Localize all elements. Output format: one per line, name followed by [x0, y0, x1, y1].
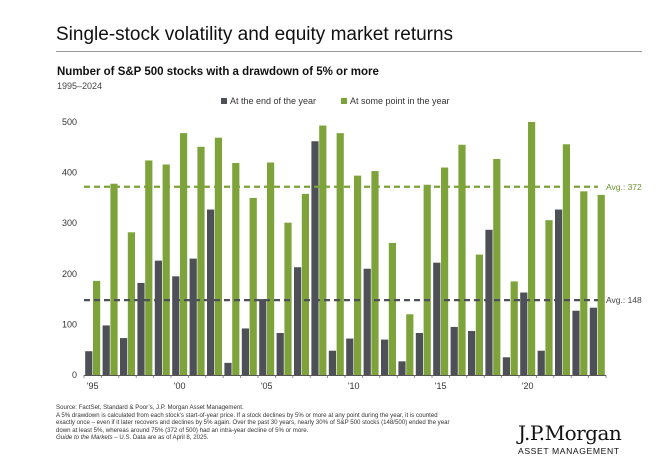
bar-end-of-year	[555, 209, 563, 375]
bar-end-of-year	[294, 267, 302, 375]
x-tick-label: '20	[522, 381, 534, 391]
source-note: Source: FactSet, Standard & Poor’s, J.P.…	[56, 404, 244, 411]
x-axis: '95 '00 '05 '10 '15 '20	[83, 375, 607, 391]
logo-subtitle: ASSET MANAGEMENT	[518, 446, 620, 456]
bar-end-of-year	[346, 338, 354, 375]
bar-end-of-year	[485, 229, 493, 375]
bar-end-of-year	[172, 276, 180, 375]
bar-intra-year	[354, 175, 362, 375]
average-lines: Avg.: 372 Avg.: 148	[84, 182, 642, 305]
bar-end-of-year	[450, 326, 458, 375]
bar-intra-year	[406, 314, 414, 375]
guide-note: Guide to the Markets – U.S. Data are as …	[56, 434, 476, 442]
footnotes: Source: FactSet, Standard & Poor’s, J.P.…	[56, 404, 476, 442]
y-tick-label: 0	[72, 370, 77, 380]
bar-end-of-year	[537, 350, 545, 375]
bar-intra-year	[110, 183, 118, 375]
bar-end-of-year	[154, 260, 162, 375]
bar-end-of-year	[520, 292, 528, 375]
bar-intra-year	[336, 133, 344, 375]
bar-intra-year	[510, 281, 518, 375]
methodology-note-line-2: exactly once – even if it later recovers…	[56, 419, 450, 426]
guide-name: Guide to the Markets	[56, 434, 113, 441]
bar-intra-year	[423, 184, 431, 375]
bar-intra-year	[388, 242, 396, 375]
page-title: Single-stock volatility and equity marke…	[56, 24, 454, 45]
bar-intra-year	[371, 171, 379, 375]
y-tick-label: 500	[62, 117, 77, 127]
bar-intra-year	[301, 193, 309, 375]
bar-end-of-year	[433, 262, 441, 375]
bar-end-of-year	[137, 282, 145, 375]
bar-intra-year	[580, 191, 588, 375]
bar-end-of-year	[589, 307, 597, 375]
chart-title: Number of S&P 500 stocks with a drawdown…	[57, 66, 379, 78]
bar-intra-year	[127, 232, 135, 375]
bar-end-of-year	[276, 333, 284, 375]
bar-intra-year	[319, 125, 327, 375]
bar-intra-year	[214, 137, 222, 375]
bar-intra-year	[284, 222, 292, 375]
guide-date: – U.S. Data are as of April 8, 2025.	[112, 434, 209, 441]
bar-end-of-year	[102, 325, 110, 375]
bar-end-of-year	[224, 362, 232, 375]
bar-end-of-year	[381, 339, 389, 375]
bar-series	[85, 122, 605, 375]
x-tick-label: '05	[261, 381, 273, 391]
methodology-note-line-3: down at least 5%, whereas around 75% (37…	[56, 426, 309, 434]
methodology-note-line-1: A 5% drawdown is calculated from each st…	[56, 411, 438, 419]
bar-intra-year	[562, 144, 570, 375]
y-tick-label: 200	[62, 269, 77, 279]
bar-end-of-year	[363, 268, 371, 375]
chart-legend: At the end of the year At some point in t…	[221, 96, 450, 106]
x-tick-label: '95	[87, 381, 99, 391]
bar-end-of-year	[572, 310, 580, 375]
bar-intra-year	[249, 197, 257, 375]
bar-intra-year	[441, 167, 449, 375]
y-tick-label: 100	[62, 319, 77, 329]
legend-swatch-intra-year	[341, 98, 347, 104]
chart-subtitle: 1995–2024	[57, 81, 103, 91]
bar-end-of-year	[241, 328, 249, 375]
legend-label-end-of-year: At the end of the year	[230, 96, 316, 106]
average-label-end-of-year: Avg.: 148	[606, 295, 642, 305]
bar-intra-year	[93, 280, 101, 375]
bar-intra-year	[232, 162, 240, 375]
x-tick-label: '10	[348, 381, 360, 391]
bar-end-of-year	[415, 333, 423, 375]
legend-label-intra-year: At some point in the year	[350, 96, 450, 106]
bar-intra-year	[458, 144, 466, 375]
x-tick-label: '00	[174, 381, 186, 391]
bar-end-of-year	[502, 357, 510, 375]
bar-intra-year	[475, 254, 483, 375]
y-axis: 0 100 200 300 400 500	[62, 117, 77, 380]
bar-intra-year	[162, 164, 170, 375]
bar-intra-year	[493, 158, 501, 375]
bar-intra-year	[528, 122, 536, 375]
legend-swatch-end-of-year	[221, 98, 227, 104]
logo-wordmark: J.P.Morgan	[518, 421, 622, 445]
bar-intra-year	[180, 133, 188, 375]
bar-intra-year	[267, 162, 275, 375]
bar-end-of-year	[85, 351, 93, 375]
bar-end-of-year	[311, 141, 319, 375]
bar-end-of-year	[120, 338, 128, 375]
bar-intra-year	[145, 160, 153, 375]
y-tick-label: 300	[62, 218, 77, 228]
bar-intra-year	[545, 220, 553, 375]
y-tick-label: 400	[62, 168, 77, 178]
bar-end-of-year	[207, 209, 215, 375]
bar-end-of-year	[398, 361, 406, 375]
bar-intra-year	[597, 194, 605, 375]
bar-end-of-year	[189, 258, 197, 375]
bar-end-of-year	[259, 299, 267, 375]
title-divider	[56, 51, 642, 52]
jpmorgan-logo: J.P.Morgan ASSET MANAGEMENT	[518, 421, 622, 456]
bar-chart: At the end of the year At some point in t…	[62, 96, 642, 391]
bar-intra-year	[197, 146, 205, 375]
bar-end-of-year	[468, 330, 476, 375]
average-label-intra-year: Avg.: 372	[606, 182, 642, 192]
bar-end-of-year	[328, 350, 336, 375]
x-tick-label: '15	[435, 381, 447, 391]
